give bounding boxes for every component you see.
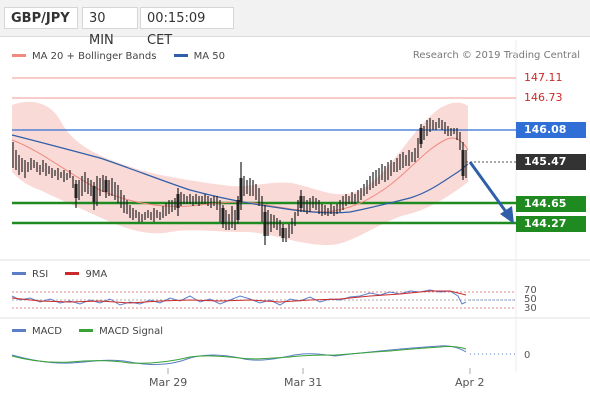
candle-bodies [74, 128, 465, 238]
legend-label-9ma: 9MA [85, 269, 108, 280]
rsi-legend: RSI 9MA [12, 268, 121, 282]
bollinger-band [12, 101, 468, 246]
main-legend: MA 20 + Bollinger Bands MA 50 [12, 50, 239, 64]
legend-item-macd-signal: MACD Signal [79, 326, 163, 337]
legend-item-ma50: MA 50 [173, 51, 225, 62]
legend-item-rsi: RSI [12, 269, 48, 280]
legend-label-rsi: RSI [32, 269, 49, 280]
macd-signal-line [11, 346, 467, 364]
legend-item-ma20: MA 20 + Bollinger Bands [12, 51, 156, 62]
9ma-swatch [65, 271, 80, 275]
timeframe-label[interactable]: 30 MIN [82, 7, 138, 48]
legend-item-macd: MACD [12, 326, 62, 337]
resistance2-label: 147.11 [524, 71, 563, 84]
timestamp-label: 00:15:09 CET [140, 7, 234, 48]
macd-swatch [12, 328, 26, 332]
legend-label-ma50: MA 50 [193, 51, 225, 62]
symbol-label[interactable]: GBP/JPY [4, 7, 78, 29]
rsi-level-70: 70 [524, 285, 537, 296]
macd-line [11, 345, 467, 366]
rsi-level-30: 30 [524, 303, 537, 314]
support2-label: 144.27 [516, 216, 586, 232]
legend-item-9ma: 9MA [65, 269, 107, 280]
legend-label-ma20: MA 20 + Bollinger Bands [32, 51, 157, 62]
macd-signal-swatch [79, 328, 94, 332]
ma50-swatch [173, 53, 188, 57]
current-price-label: 145.47 [516, 154, 586, 170]
macd-legend: MACD MACD Signal [12, 325, 177, 339]
macd-level-0: 0 [524, 350, 531, 361]
date-label-mar31: Mar 31 [284, 376, 323, 389]
rsi-9ma-line [11, 290, 467, 304]
forecast-arrow [468, 161, 511, 217]
legend-label-macd: MACD [32, 326, 62, 337]
ma50-line [11, 134, 469, 214]
resistance1-label: 146.73 [524, 91, 563, 104]
forecast-arrowhead [500, 206, 514, 224]
legend-label-macd-signal: MACD Signal [99, 326, 164, 337]
date-label-apr2: Apr 2 [455, 376, 485, 389]
rsi-swatch [12, 271, 26, 275]
date-label-mar29: Mar 29 [149, 376, 188, 389]
chart-header: GBP/JPY 30 MIN 00:15:09 CET [0, 0, 590, 48]
pivot-label: 146.08 [516, 122, 586, 138]
support1-label: 144.65 [516, 196, 586, 212]
research-credit: Research © 2019 Trading Central [412, 50, 580, 61]
rsi-level-50: 50 [524, 294, 537, 305]
ma20-swatch [12, 53, 26, 57]
